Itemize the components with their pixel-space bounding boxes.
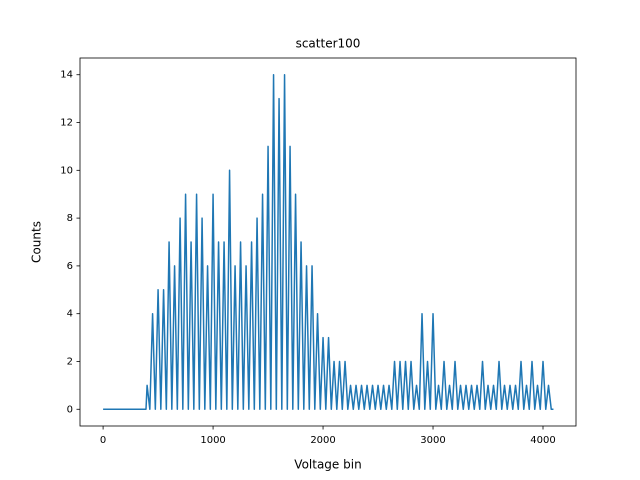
y-tick-label: 12 xyxy=(60,118,73,129)
x-tick-label: 3000 xyxy=(420,435,445,446)
plot-frame xyxy=(79,57,577,427)
y-axis-label: Counts xyxy=(30,221,44,263)
y-tick-label: 0 xyxy=(67,404,73,415)
y-tick-label: 10 xyxy=(60,165,73,176)
x-tick-label: 1000 xyxy=(200,435,225,446)
data-line xyxy=(103,73,554,411)
y-tick-label: 2 xyxy=(67,356,73,367)
x-tick-label: 2000 xyxy=(310,435,335,446)
x-axis-label: Voltage bin xyxy=(294,458,361,472)
y-tick-label: 14 xyxy=(60,70,73,81)
x-tick-label: 0 xyxy=(100,435,106,446)
x-tick-label: 4000 xyxy=(530,435,555,446)
y-tick-label: 8 xyxy=(67,213,73,224)
y-tick-label: 6 xyxy=(67,261,73,272)
chart-title: scatter100 xyxy=(296,37,361,51)
y-tick-label: 4 xyxy=(67,309,73,320)
